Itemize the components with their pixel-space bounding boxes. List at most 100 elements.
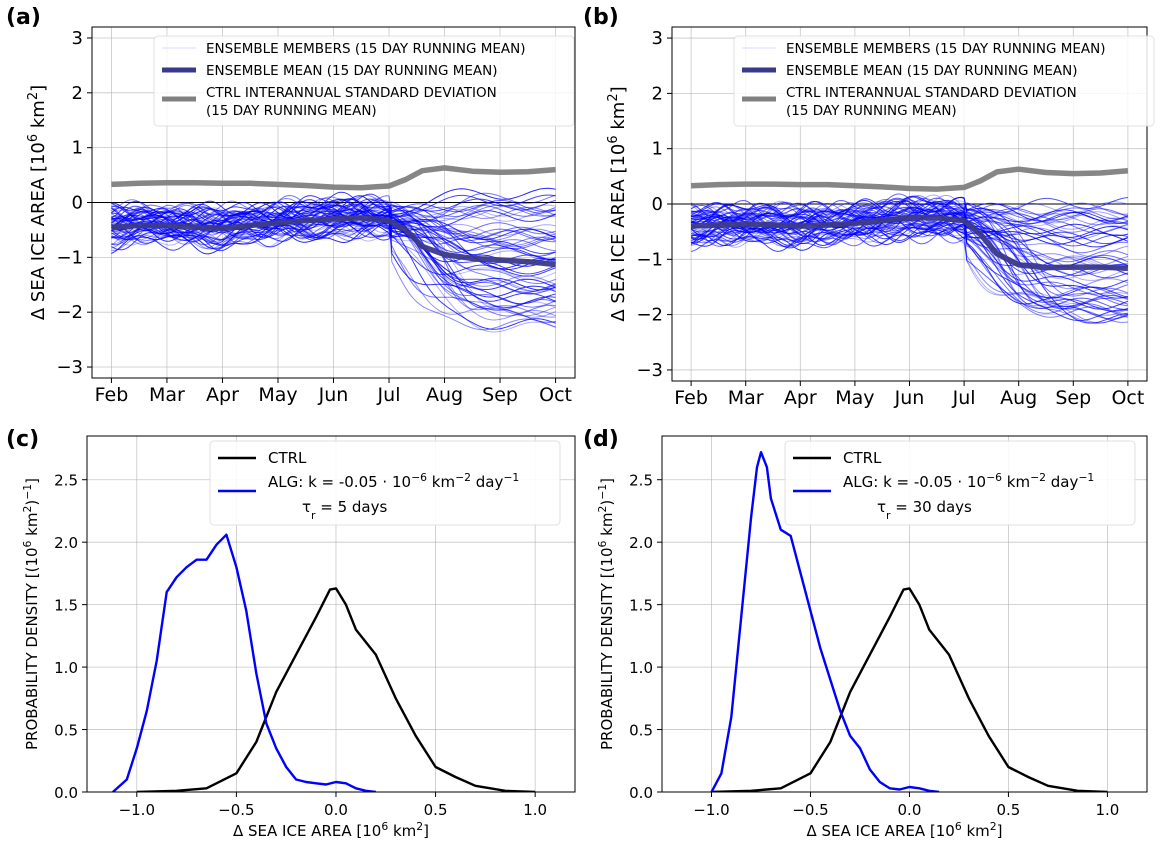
y-tick-label: −1 — [56, 247, 83, 268]
legend-box — [733, 35, 1155, 127]
y-tick-label: 0.5 — [629, 722, 653, 740]
y-axis-label: PROBABILITY DENSITY [(106 km2)−1] — [596, 478, 617, 750]
panel-a: (a) Feb Mar Apr May Jun Jul Aug Sep Oct −3 −2 −1 0 1 2 3… — [6, 5, 576, 406]
ensemble-member-line — [111, 209, 556, 248]
y-tick-label: −3 — [636, 360, 663, 381]
legend-label-std-cont: (15 DAY RUNNING MEAN) — [786, 103, 957, 119]
ensemble-member-line — [111, 198, 556, 277]
legend-label-tau: τr = 30 days — [877, 498, 972, 522]
y-tick-label: 1 — [652, 139, 663, 160]
x-tick-label: Mar — [728, 387, 764, 409]
y-tick-label: 0 — [652, 194, 663, 215]
legend-label-std-cont: (15 DAY RUNNING MEAN) — [206, 103, 377, 119]
ensemble-member-line — [691, 224, 1129, 263]
x-tick-label: Feb — [674, 387, 708, 409]
ensemble-member-line — [690, 214, 1129, 312]
panel-label: (d) — [583, 427, 619, 452]
legend-label-ctrl: CTRL — [268, 449, 307, 467]
panel-d: (d) −1.0 −0.5 0.0 0.5 1.0 0.0 0.5 1.0 1.5 2.0 2.5 PR… — [583, 427, 1148, 840]
ensemble-member-line — [111, 223, 556, 310]
x-tick-label: −1.0 — [693, 801, 729, 819]
ensemble-member-line — [690, 209, 1128, 240]
ensemble-member-line — [111, 199, 556, 290]
legend-label-members: ENSEMBLE MEMBERS (15 DAY RUNNING MEAN) — [786, 41, 1106, 57]
ensemble-member-line — [691, 217, 1129, 270]
legend-label-tau: τr = 5 days — [302, 498, 387, 522]
x-tick-label: Aug — [1000, 387, 1037, 409]
legend-label-std: CTRL INTERANNUAL STANDARD DEVIATION — [786, 85, 1077, 101]
x-tick-label: −1.0 — [119, 801, 155, 819]
plot-area — [112, 533, 536, 792]
ctrl-std-line — [111, 165, 556, 191]
x-tick-label: Apr — [784, 387, 817, 409]
legend-label-members: ENSEMBLE MEMBERS (15 DAY RUNNING MEAN) — [206, 41, 526, 57]
ensemble-member-line — [690, 204, 1128, 299]
y-tick-label: −1 — [636, 249, 663, 270]
y-axis-label: Δ SEA ICE AREA [106 km2] — [26, 85, 50, 320]
ensemble-member-line — [690, 223, 1129, 299]
x-tick-label: 1.0 — [523, 801, 547, 819]
y-tick-label: −2 — [636, 305, 663, 326]
legend-box — [209, 440, 561, 526]
y-tick-label: 1.0 — [629, 659, 653, 677]
ensemble-member-line — [690, 221, 1129, 245]
y-tick-label: 1.5 — [54, 597, 78, 615]
ctrl-density-line — [136, 587, 536, 792]
x-tick-label: Apr — [206, 384, 239, 406]
x-tick-label: Oct — [1111, 387, 1144, 409]
ctrl-density-line — [711, 587, 1108, 792]
ensemble-member-line — [111, 211, 556, 323]
x-tick-label: 0.0 — [898, 801, 922, 819]
ensemble-member-line — [690, 200, 1129, 238]
ensemble-member-line — [111, 205, 556, 245]
y-tick-label: 0.0 — [54, 784, 78, 802]
y-tick-label: 3 — [72, 28, 83, 49]
ensemble-member-line — [690, 196, 1128, 225]
y-tick-label: −2 — [56, 302, 83, 323]
ensemble-member-line — [690, 199, 1128, 254]
panel-label: (b) — [583, 5, 619, 30]
y-tick-label: −3 — [56, 357, 83, 378]
x-tick-label: Jun — [894, 387, 925, 409]
x-tick-label: Mar — [149, 384, 185, 406]
legend-label-mean: ENSEMBLE MEAN (15 DAY RUNNING MEAN) — [206, 63, 497, 79]
ensemble-member-line — [690, 200, 1129, 324]
x-axis-label: Δ SEA ICE AREA [106 km2] — [233, 820, 429, 841]
ensemble-member-line — [111, 197, 556, 251]
y-tick-label: 2.5 — [629, 472, 653, 490]
ensemble-member-line — [111, 219, 556, 247]
y-axis-label: Δ SEA ICE AREA [106 km2] — [606, 86, 630, 321]
x-tick-label: Feb — [95, 384, 129, 406]
ensemble-mean-line — [111, 215, 556, 268]
x-tick-label: −0.5 — [792, 801, 828, 819]
plot-area — [710, 451, 1108, 792]
y-axis-label: PROBABILITY DENSITY [(106 km2)−1] — [21, 478, 42, 750]
x-tick-label: Jun — [318, 384, 349, 406]
legend: ENSEMBLE MEMBERS (15 DAY RUNNING MEAN) EN… — [733, 35, 1155, 127]
legend-label-alg: ALG: k = -0.05 · 10−6 km−2 day−1 — [843, 471, 1094, 492]
legend-box — [784, 440, 1136, 526]
ensemble-member-line — [111, 202, 556, 249]
y-tick-label: 0.0 — [629, 784, 653, 802]
y-tick-label: 2 — [652, 83, 663, 104]
x-tick-label: 0.5 — [996, 801, 1020, 819]
alg-density-line — [112, 533, 376, 792]
y-tick-label: 2.0 — [54, 534, 78, 552]
x-tick-label: May — [835, 387, 874, 409]
x-tick-label: Sep — [1055, 387, 1091, 409]
ctrl-std-line — [690, 166, 1129, 192]
legend-label-ctrl: CTRL — [843, 449, 882, 467]
panel-label: (a) — [6, 5, 41, 30]
x-tick-label: 0.5 — [424, 801, 448, 819]
ensemble-member-line — [690, 218, 1129, 246]
x-tick-label: 0.0 — [324, 801, 348, 819]
panel-b: (b) Feb Mar Apr May Jun Jul Aug Sep Oct −3 −2 −1 0 1 2 3… — [583, 5, 1155, 409]
legend-box — [153, 35, 575, 127]
y-tick-label: 1.5 — [629, 597, 653, 615]
legend: CTRL ALG: k = -0.05 · 10−6 km−2 day−1 τr =… — [784, 440, 1136, 526]
ensemble-member-line — [690, 212, 1128, 275]
x-tick-label: May — [258, 384, 297, 406]
axes-frame — [86, 435, 576, 793]
x-tick-label: 1.0 — [1095, 801, 1119, 819]
